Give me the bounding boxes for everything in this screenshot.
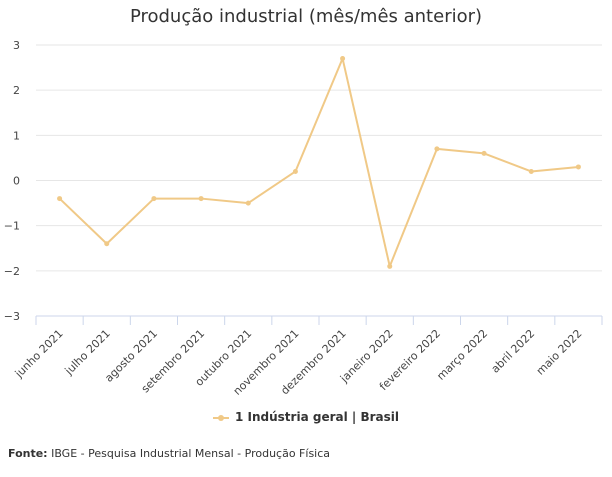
data-point	[387, 263, 393, 269]
data-point	[151, 196, 157, 202]
data-point	[481, 150, 487, 156]
y-axis-tick-labels: 3 2 1 0 −1 −2 −3	[4, 39, 20, 323]
y-tick-label: 2	[13, 84, 20, 97]
data-point	[340, 56, 346, 62]
x-tick-label: abril 2022	[489, 327, 538, 376]
data-point	[198, 196, 204, 202]
data-point	[575, 164, 581, 170]
legend-series-label: 1 Indústria geral | Brasil	[235, 410, 399, 424]
y-tick-label: −2	[4, 265, 20, 278]
y-tick-label: −1	[4, 220, 20, 233]
data-point	[104, 241, 110, 247]
legend[interactable]: 1 Indústria geral | Brasil	[0, 410, 612, 424]
data-point	[245, 200, 251, 206]
series-layer	[57, 56, 581, 269]
source-note: Fonte: IBGE - Pesquisa Industrial Mensal…	[8, 447, 330, 460]
legend-series-marker	[213, 414, 229, 421]
data-point	[57, 196, 63, 202]
series-line	[58, 57, 579, 268]
data-point	[292, 168, 298, 174]
x-tick-label: maio 2022	[534, 327, 585, 378]
data-point	[528, 168, 534, 174]
source-label: Fonte:	[8, 447, 48, 460]
source-text: IBGE - Pesquisa Industrial Mensal - Prod…	[51, 447, 331, 460]
grid-lines	[36, 44, 602, 272]
x-tick-label: julho 2021	[62, 327, 113, 378]
data-point	[434, 146, 440, 152]
y-tick-label: −3	[4, 310, 20, 323]
x-axis	[35, 315, 603, 325]
chart-title: Produção industrial (mês/mês anterior)	[129, 6, 483, 27]
y-tick-label: 0	[13, 175, 20, 188]
x-tick-label: junho 2021	[12, 327, 66, 381]
x-tick-label: março 2022	[434, 327, 490, 383]
y-tick-label: 3	[13, 39, 20, 52]
y-tick-label: 1	[13, 129, 20, 142]
